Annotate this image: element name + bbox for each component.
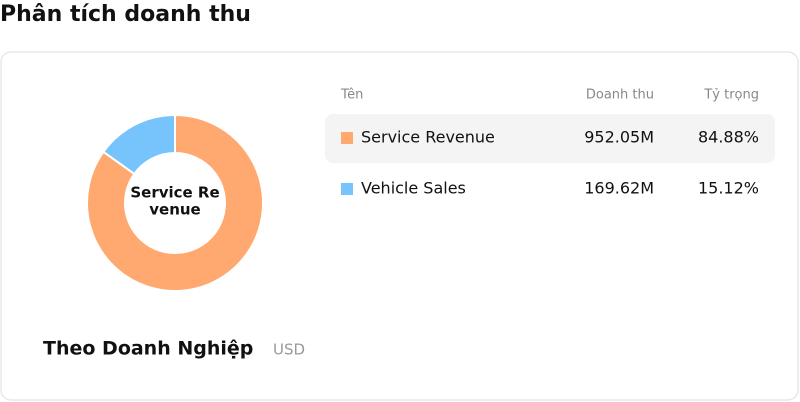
row-share: 84.88% xyxy=(698,128,759,147)
unit-label: USD xyxy=(273,341,305,359)
page-title: Phân tích doanh thu xyxy=(0,2,251,27)
table-header: Tên xyxy=(340,88,363,103)
row-revenue: 952.05M xyxy=(584,128,654,147)
row-highlight xyxy=(325,114,775,163)
row-name: Vehicle Sales xyxy=(361,179,466,198)
table-header: Tỷ trọng xyxy=(703,88,759,103)
row-name: Service Revenue xyxy=(361,128,495,147)
donut-slice xyxy=(86,113,264,292)
legend-swatch xyxy=(341,183,353,195)
card-subtitle: Theo Doanh Nghiệp xyxy=(43,338,253,360)
center-label: venue xyxy=(149,201,200,219)
legend-swatch xyxy=(341,132,353,144)
donut-slice xyxy=(102,113,176,176)
row-share: 15.12% xyxy=(698,179,759,198)
table-header: Doanh thu xyxy=(586,88,654,103)
center-label: Service Re xyxy=(130,184,219,202)
row-revenue: 169.62M xyxy=(584,179,654,198)
